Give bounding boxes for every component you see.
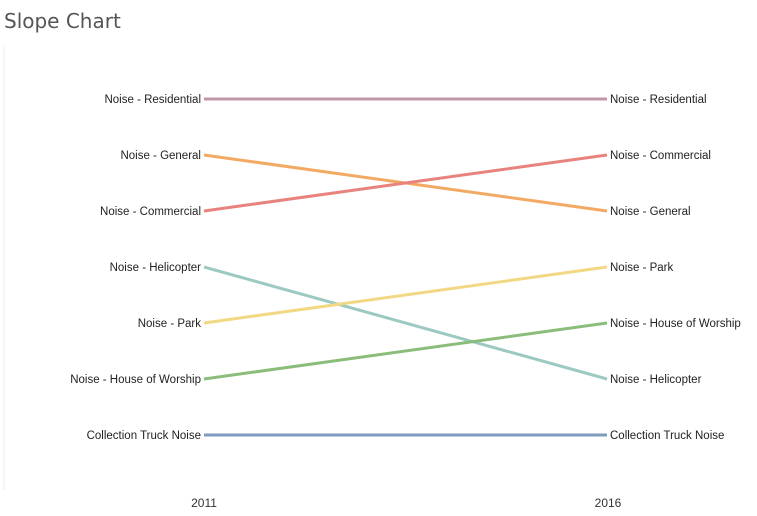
x-tick-label: 2011: [191, 496, 217, 510]
left-series-label: Noise - House of Worship: [70, 374, 201, 386]
right-series-label: Noise - Park: [610, 262, 674, 274]
right-series-label: Noise - General: [610, 206, 691, 218]
left-series-label: Noise - General: [120, 150, 201, 162]
left-series-label: Noise - Park: [138, 318, 202, 330]
left-series-label: Noise - Residential: [104, 94, 201, 106]
left-series-label: Noise - Helicopter: [110, 262, 202, 274]
left-series-label: Collection Truck Noise: [87, 430, 201, 442]
right-series-label: Noise - Residential: [610, 94, 707, 106]
chart-title: Slope Chart: [4, 9, 121, 33]
right-series-label: Noise - Helicopter: [610, 374, 702, 386]
series-line[interactable]: [203, 265, 608, 381]
right-series-label: Noise - Commercial: [610, 150, 711, 162]
series-line[interactable]: [203, 265, 608, 325]
left-series-label: Noise - Commercial: [100, 206, 201, 218]
series-line[interactable]: [203, 153, 608, 213]
series-line[interactable]: [203, 321, 608, 381]
right-series-label: Noise - House of Worship: [610, 318, 741, 330]
x-tick-label: 2016: [595, 496, 622, 510]
right-series-label: Collection Truck Noise: [610, 430, 724, 442]
